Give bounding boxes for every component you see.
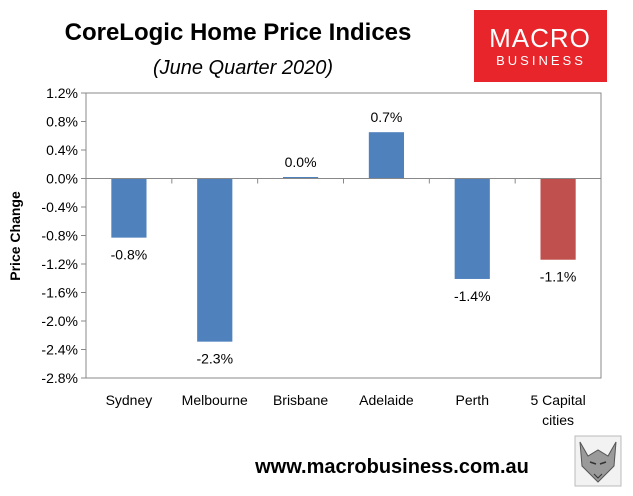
data-label: -1.1% [540, 269, 577, 285]
bar [111, 178, 147, 238]
y-tick-label: -0.8% [41, 228, 78, 244]
plot-area [85, 92, 602, 379]
category-labels: Sydney Melbourne Brisbane Adelaide Perth 5 Ca… [106, 392, 586, 428]
y-tick-label: 0.4% [46, 142, 78, 158]
data-label: -1.4% [454, 288, 491, 304]
category-label: 5 Capital [530, 392, 585, 408]
bar [540, 178, 576, 260]
category-label: Melbourne [182, 392, 248, 408]
y-tick-label: -1.2% [41, 256, 78, 272]
bar [368, 132, 405, 179]
bar [454, 178, 490, 279]
website-url: www.macrobusiness.com.au [254, 456, 529, 478]
bar [282, 177, 319, 179]
y-tick-label: -2.0% [41, 313, 78, 329]
y-tick-label: -2.8% [41, 370, 78, 386]
category-label: cities [542, 412, 574, 428]
y-axis-title: Price Change [7, 191, 23, 281]
logo-line2: BUSINESS [496, 53, 586, 68]
y-tick-label: 0.8% [46, 114, 78, 130]
y-tick-label: 0.0% [46, 171, 78, 187]
y-tick-label: 1.2% [46, 85, 78, 101]
wolf-logo-icon [574, 435, 622, 487]
chart-subtitle: (June Quarter 2020) [153, 57, 333, 79]
y-tick-label: -1.6% [41, 285, 78, 301]
bar [197, 178, 233, 342]
data-label: -0.8% [111, 247, 148, 263]
y-tick-label: -2.4% [41, 342, 78, 358]
data-labels: -0.8% -2.3% 0.0% 0.7% -1.4% -1.1% [111, 109, 577, 366]
category-label: Sydney [106, 392, 153, 408]
chart-title: CoreLogic Home Price Indices [65, 19, 412, 46]
data-label: 0.7% [370, 109, 402, 125]
data-label: 0.0% [285, 154, 317, 170]
category-label: Brisbane [273, 392, 328, 408]
logo-line1: MACRO [489, 23, 591, 53]
y-tick-label: -0.4% [41, 199, 78, 215]
bars [111, 132, 576, 342]
data-label: -2.3% [196, 351, 233, 367]
category-label: Perth [456, 392, 489, 408]
y-axis-ticks: 1.2% 0.8% 0.4% 0.0% -0.4% -0.8% -1.2% -1.6% -2.0… [41, 85, 602, 386]
macrobusiness-logo: MACRO BUSINESS [474, 10, 607, 82]
category-label: Adelaide [359, 392, 414, 408]
